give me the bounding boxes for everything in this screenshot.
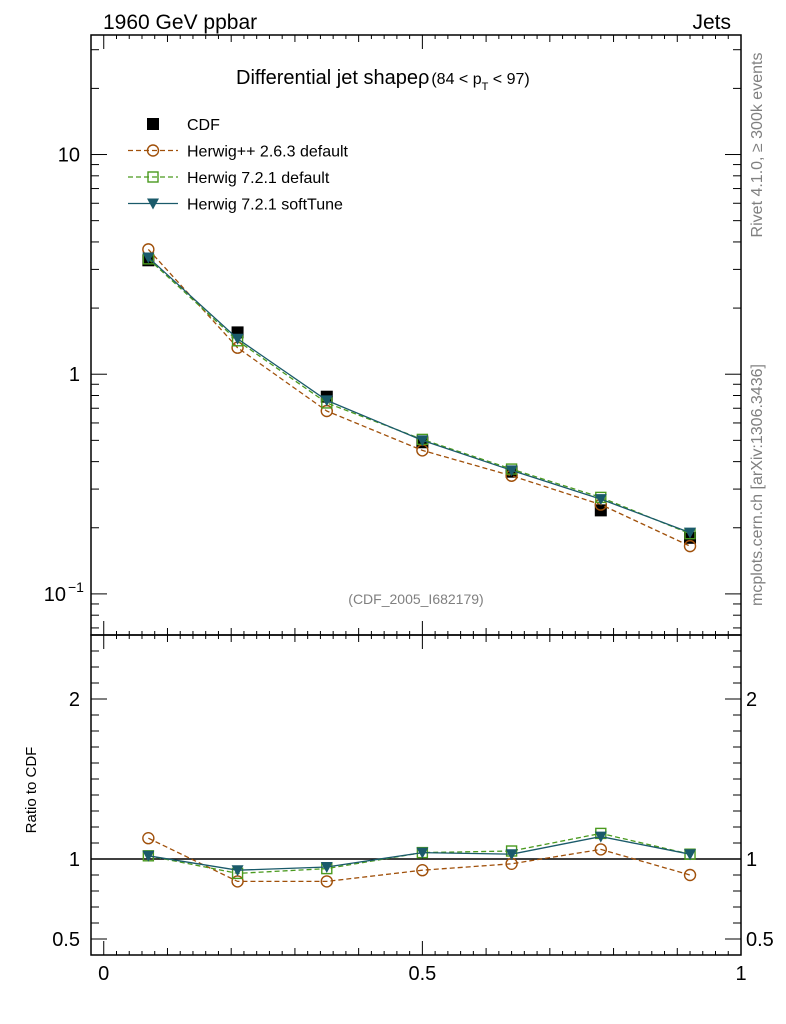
- series-line-herwig-721-softtune: [147, 256, 691, 534]
- series-herwig-721-default: [142, 253, 696, 540]
- energy-label: 1960 GeV ppbar: [103, 11, 257, 34]
- ratio-series-herwig-721-softtune: [142, 831, 697, 877]
- data-point-herwig-721-softtune: [505, 465, 518, 477]
- ratio-point-herwig-721-softtune: [416, 847, 429, 859]
- ratio-point-herwigpp-263: [142, 832, 155, 845]
- legend-label-herwig-721-softtune: Herwig 7.2.1 softTune: [187, 197, 343, 214]
- data-point-herwig-721-softtune: [142, 252, 155, 264]
- main-series-layer: [142, 243, 697, 553]
- ratio-y-tick-label: 2: [69, 689, 80, 711]
- data-point-herwig-721-softtune: [320, 395, 333, 407]
- data-point-herwig-721-softtune: [594, 494, 607, 506]
- data-point-herwigpp-263: [683, 539, 697, 553]
- data-point-herwig-721-softtune: [231, 333, 244, 345]
- data-point-herwig-721-softtune: [684, 527, 697, 539]
- ratio-ylabel: Ratio to CDF: [23, 747, 40, 834]
- ratio-point-herwigpp-263: [683, 868, 697, 882]
- ratio-y-tick-label-right: 2: [746, 689, 757, 711]
- mcplots-reference-label: mcplots.cern.ch [arXiv:1306.3436]: [749, 364, 766, 606]
- y-tick-label: 1: [69, 364, 80, 386]
- data-point-herwig-721-softtune: [416, 435, 429, 447]
- ratio-point-herwigpp-263: [320, 875, 333, 888]
- x-tick-label: 0.5: [408, 963, 436, 985]
- series-herwigpp-263: [142, 243, 697, 553]
- legend-marker-herwig-721-softtune: [147, 198, 159, 210]
- y-tick-label: 10: [58, 145, 80, 167]
- ratio-line-herwigpp-263: [148, 837, 691, 883]
- plot-title-range: (84 < p: [431, 71, 481, 88]
- legend-label-cdf: CDF: [187, 117, 220, 134]
- ratio-series-layer: [142, 827, 697, 888]
- legend-label-herwigpp-263: Herwig++ 2.6.3 default: [187, 144, 349, 161]
- ratio-panel-frame: [90, 634, 742, 956]
- ratio-point-herwig-721-softtune: [505, 849, 518, 861]
- process-label: Jets: [692, 11, 731, 34]
- rivet-version-label: Rivet 4.1.0, ≥ 300k events: [749, 53, 766, 238]
- ratio-point-herwigpp-263: [594, 843, 608, 856]
- legend-label-herwig-721-default: Herwig 7.2.1 default: [187, 170, 330, 187]
- ratio-y-tick-label: 1: [69, 849, 80, 871]
- plot-title-range-sub: T: [482, 81, 489, 93]
- y-tick-label-exponent: −1: [68, 579, 84, 595]
- y-tick-label: 10: [44, 584, 66, 606]
- analysis-watermark: (CDF_2005_I682179): [348, 591, 483, 607]
- plot-title: Differential jet shapeρ (84 < pT < 97): [236, 67, 530, 93]
- legend: CDF Herwig++ 2.6.3 default Herwig 7.2.1 de…: [128, 117, 349, 214]
- ratio-series-herwigpp-263: [142, 832, 697, 888]
- ratio-point-herwig-721-softtune: [231, 865, 244, 877]
- series-cdf: [142, 254, 697, 544]
- series-herwig-721-softtune: [142, 252, 697, 539]
- plot-title-main: Differential jet shapeρ: [236, 67, 429, 89]
- ratio-point-herwig-721-softtune: [142, 850, 155, 862]
- series-line-herwig-721-default: [147, 258, 691, 535]
- ratio-point-herwig-721-softtune: [684, 849, 697, 861]
- x-tick-label: 0: [98, 963, 109, 985]
- legend-marker-herwig-721-default: [147, 171, 159, 183]
- ratio-point-herwig-721-softtune: [594, 831, 607, 843]
- x-tick-label: 1: [735, 963, 746, 985]
- ratio-y-tick-label-right: 1: [746, 849, 757, 871]
- ratio-y-tick-label: 0.5: [52, 929, 80, 951]
- ratio-y-tick-label-right: 0.5: [746, 929, 774, 951]
- plot-title-range-suffix: < 97): [488, 71, 529, 88]
- ratio-point-herwig-721-softtune: [320, 862, 333, 873]
- ratio-point-herwigpp-263: [416, 864, 429, 877]
- legend-marker-herwigpp-263: [146, 144, 160, 157]
- legend-marker-cdf: [147, 118, 159, 130]
